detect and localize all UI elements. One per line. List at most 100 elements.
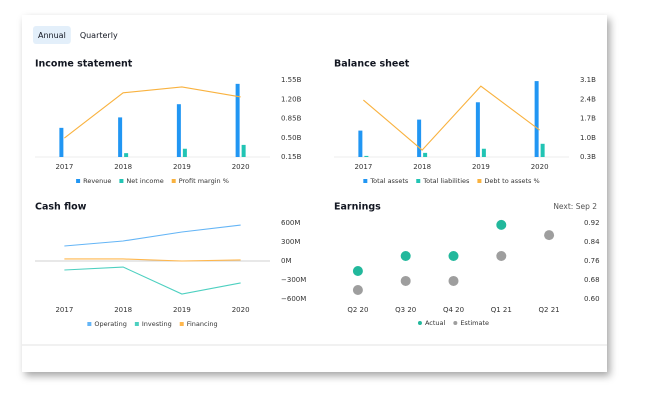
y-tick-label: 300M (281, 238, 300, 246)
x-tick-label: 2017 (55, 163, 73, 171)
dot (496, 251, 507, 262)
chart: Income statement 1.55B 1.20B 0.85B 0.50B 0.15… (35, 59, 302, 185)
chart-title: Cash flow (35, 202, 87, 213)
legend-swatch (179, 322, 184, 326)
bar (481, 148, 486, 157)
chart: Cash flow 600M 300M 0M −300M −600M 2017 2018 201… (35, 202, 306, 328)
line (64, 266, 241, 295)
line (64, 224, 241, 247)
tab-bar: Annual Quarterly (33, 26, 118, 44)
bar (241, 144, 246, 157)
legend-swatch (171, 179, 176, 183)
legend: Actual Estimate (417, 319, 489, 327)
legend-label: Estimate (460, 319, 489, 327)
legend-label: Investing (142, 320, 172, 328)
chart-title: Earnings (334, 202, 381, 213)
bar (423, 152, 428, 157)
chart: Earnings Next: Sep 2 0.92 0.84 0.76 0.68 0.60 Q… (334, 202, 600, 328)
legend: Total assets Total liabilities Debt to ass… (363, 177, 540, 185)
tab-background[interactable] (33, 26, 71, 44)
y-tick-label: 0.15B (281, 153, 302, 161)
legend-label: Actual (425, 319, 446, 327)
tab[interactable]: Annual (38, 31, 66, 40)
y-tick-label: 0.85B (281, 115, 302, 123)
dot (448, 275, 459, 286)
dot (448, 251, 459, 262)
y-tick-label: −600M (281, 295, 306, 303)
dot (400, 275, 411, 286)
card (22, 15, 607, 372)
chart-title: Income statement (35, 59, 133, 70)
y-tick-label: 0M (281, 257, 292, 265)
x-tick-label: 2020 (232, 163, 250, 171)
tab[interactable]: Quarterly (80, 31, 118, 40)
legend-swatch (453, 321, 458, 325)
dot (400, 251, 411, 262)
legend: Operating Investing Financing (87, 320, 218, 328)
x-tick-label: Q4 20 (443, 306, 464, 314)
legend-label: Net income (126, 177, 163, 185)
x-tick-label: 2018 (413, 163, 431, 171)
bar (358, 130, 363, 157)
legend-swatch (416, 179, 421, 183)
y-tick-label: 0.76 (584, 257, 600, 265)
x-tick-label: 2017 (354, 163, 372, 171)
x-tick-label: 2019 (173, 163, 191, 171)
legend-swatch (87, 322, 92, 326)
y-tick-label: 3.1B (580, 76, 596, 84)
bar (540, 143, 545, 157)
bar (59, 127, 64, 157)
dot (352, 265, 363, 276)
legend-swatch (363, 179, 368, 183)
y-tick-label: 0.84 (584, 238, 600, 246)
legend-label: Total liabilities (422, 177, 470, 185)
bar (534, 81, 539, 157)
y-tick-label: 0.3B (580, 153, 596, 161)
bar (475, 102, 480, 157)
x-tick-label: Q1 21 (491, 306, 512, 314)
dot (496, 219, 507, 230)
y-tick-label: 0.50B (281, 134, 302, 142)
chart: Balance sheet 3.1B 2.4B 1.7B 1.0B 0.3B 2017 201… (334, 59, 596, 185)
x-tick-label: 2018 (114, 163, 132, 171)
y-tick-label: 1.20B (281, 95, 302, 103)
next-earnings-note: Next: Sep 2 (553, 202, 597, 211)
x-tick-label: 2017 (55, 306, 73, 314)
x-tick-label: Q2 20 (347, 306, 368, 314)
y-tick-label: 1.7B (580, 115, 596, 123)
legend-label: Total assets (369, 177, 409, 185)
legend-label: Revenue (83, 177, 111, 185)
line (363, 85, 540, 151)
x-tick-label: 2020 (531, 163, 549, 171)
y-tick-label: 0.92 (584, 219, 600, 227)
y-tick-label: −300M (281, 276, 306, 284)
legend-swatch (477, 179, 482, 183)
bar (124, 153, 129, 157)
legend-label: Financing (187, 320, 218, 328)
legend-swatch (417, 321, 422, 325)
bar (364, 155, 369, 157)
legend-label: Profit margin % (179, 177, 229, 185)
legend: Revenue Net income Profit margin % (76, 177, 229, 185)
y-tick-label: 2.4B (580, 95, 596, 103)
bar (417, 119, 422, 157)
dot (352, 284, 363, 295)
bar (118, 117, 123, 157)
bar (176, 104, 181, 157)
line (64, 258, 241, 262)
x-tick-label: 2019 (472, 163, 490, 171)
x-tick-label: Q3 20 (395, 306, 416, 314)
legend-swatch (119, 179, 124, 183)
legend-label: Operating (94, 320, 127, 328)
dot (544, 230, 555, 241)
legend-label: Debt to assets % (484, 177, 539, 185)
chart-title: Balance sheet (334, 59, 410, 70)
line (64, 86, 241, 139)
charts: Income statement 1.55B 1.20B 0.85B 0.50B 0.15… (35, 59, 600, 328)
x-tick-label: 2019 (173, 306, 191, 314)
y-tick-label: 1.0B (580, 134, 596, 142)
x-tick-label: 2018 (114, 306, 132, 314)
legend-swatch (134, 322, 139, 326)
y-tick-label: 600M (281, 219, 300, 227)
